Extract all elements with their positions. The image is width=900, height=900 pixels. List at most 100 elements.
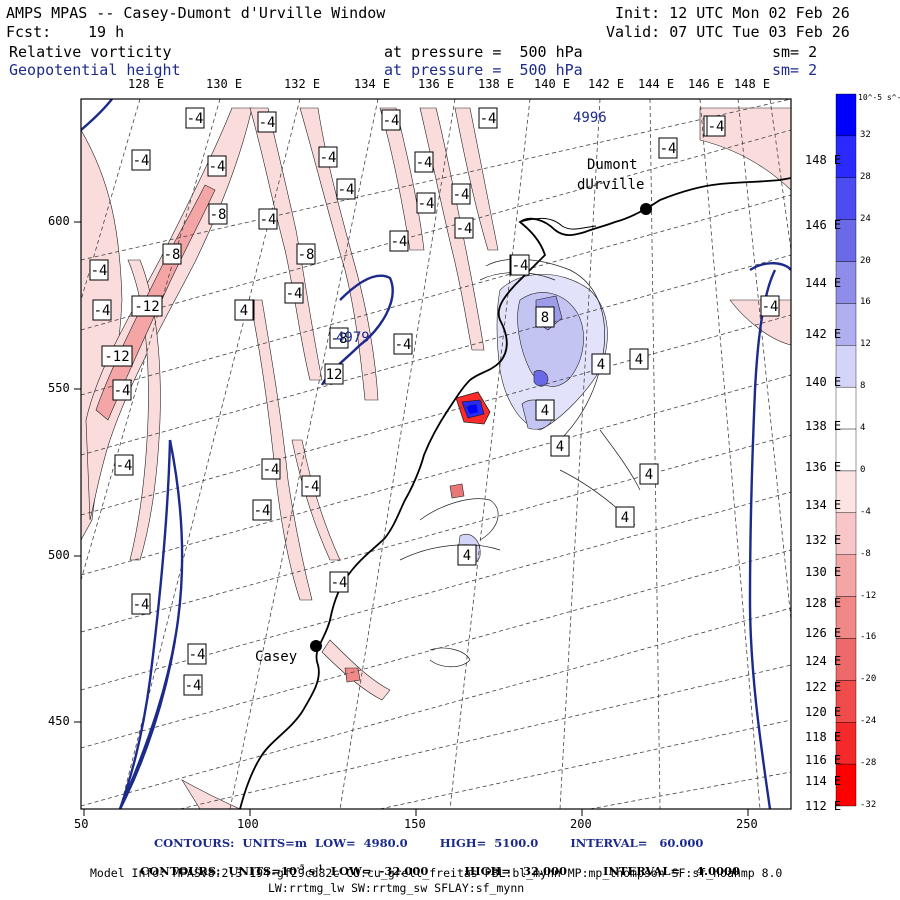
- vorticity-contour-label: -4: [301, 475, 321, 497]
- svg-text:-4: -4: [338, 182, 355, 198]
- forecast-label: Fcst:: [6, 23, 52, 41]
- vorticity-contour-label: -4: [454, 217, 474, 239]
- vorticity-contour-label: 4: [639, 463, 659, 485]
- svg-text:4: 4: [240, 303, 248, 319]
- lon-label: 148 E: [734, 77, 771, 91]
- vorticity-contour-label: -8: [208, 203, 228, 225]
- colorbar-swatch: [835, 763, 857, 807]
- vorticity-contour-label: 12: [324, 363, 344, 385]
- svg-text:-4: -4: [453, 187, 470, 203]
- vorticity-contour-label: -4: [183, 674, 203, 696]
- vorticity-units-seconds: s: [304, 863, 316, 878]
- right-lon-label: 120 E: [805, 705, 842, 719]
- lon-label: 138 E: [478, 77, 515, 91]
- svg-text:4: 4: [556, 439, 564, 455]
- svg-text:-4: -4: [708, 119, 725, 135]
- vorticity-units-exponent: -5: [296, 862, 305, 872]
- vorticity-contour-label: -4: [257, 111, 277, 133]
- x-tick-label: 50: [74, 817, 89, 831]
- right-lon-label: 148 E: [805, 153, 842, 167]
- colorbar-swatch: [835, 93, 857, 137]
- vorticity-contour-label: -4: [252, 499, 272, 521]
- colorbar-label: -12: [860, 590, 877, 601]
- station-dumont-durville: [640, 203, 652, 215]
- vorticity-contour-label: -4: [416, 192, 436, 214]
- y-tick-label: 450: [48, 714, 70, 728]
- lon-label: 136 E: [418, 77, 455, 91]
- svg-text:-4: -4: [91, 263, 108, 279]
- vorticity-contour-label: -8: [162, 243, 182, 265]
- geopotential-contours: [81, 99, 791, 809]
- colorbar-label: 4: [860, 423, 866, 434]
- x-tick-label: 250: [736, 817, 758, 831]
- y-tick-label: 550: [48, 381, 70, 395]
- svg-text:-4: -4: [395, 337, 412, 353]
- colorbar-label: 16: [860, 297, 871, 308]
- vorticity-contour-label: -8: [296, 243, 316, 265]
- height-label: 4979: [336, 330, 370, 346]
- forecast-hour: 19 h: [88, 23, 125, 41]
- colorbar-label: 32: [860, 129, 871, 140]
- vorticity-units-inverse: -1: [315, 862, 323, 872]
- svg-text:-4: -4: [480, 111, 497, 127]
- lon-label: 144 E: [638, 77, 675, 91]
- colorbar-label: -24: [860, 716, 877, 727]
- vorticity-contour-label: -4: [207, 155, 227, 177]
- vorticity-contour-label: -4: [329, 571, 349, 593]
- station-label-durville: dUrville: [577, 177, 645, 193]
- vorticity-contour-label: -4: [336, 178, 356, 200]
- svg-text:-4: -4: [762, 299, 779, 315]
- vorticity-contour-label: -4: [187, 643, 207, 665]
- vorticity-contour-label: -4: [131, 593, 151, 615]
- svg-text:4: 4: [635, 352, 643, 368]
- svg-text:-4: -4: [303, 479, 320, 495]
- colorbar-label: -28: [860, 758, 877, 769]
- vorticity-dipole: [455, 391, 491, 425]
- vorticity-contour-label: -4: [451, 183, 471, 205]
- vorticity-range: LOW= -32.000 HIGH= 32.000 INTERVAL= 4.00…: [322, 863, 741, 878]
- field1-level: at pressure = 500 hPa: [384, 43, 583, 61]
- y-axis-ticks: [74, 221, 81, 723]
- y-tick-label: 600: [48, 214, 70, 228]
- svg-text:-4: -4: [259, 115, 276, 131]
- colorbar-label: 28: [860, 171, 871, 182]
- vorticity-contour-label: -4: [706, 115, 726, 137]
- svg-text:-4: -4: [320, 150, 337, 166]
- vorticity-contours-info: CONTOURS: UNITS=10-5 s-1 LOW= -32.000 HI…: [132, 852, 740, 877]
- vorticity-contour-label: -4: [658, 137, 678, 159]
- svg-text:-12: -12: [134, 299, 159, 315]
- map-plot-area: -4 -4-4 -4-4-4 -4-4-4-4-4-4-4-4-4-4-4-4 -4-4…: [81, 99, 791, 809]
- station-label-dumont: Dumont: [587, 157, 638, 173]
- svg-text:-4: -4: [418, 196, 435, 212]
- colorbar-label: -8: [860, 548, 871, 559]
- right-lon-label: 146 E: [805, 218, 842, 232]
- right-lon-label: 134 E: [805, 498, 842, 512]
- vorticity-contour-label: 4: [457, 544, 477, 566]
- vorticity-contour-label: -4: [258, 208, 278, 230]
- vorticity-contour-label: -8: [329, 327, 349, 349]
- y-tick-label: 500: [48, 548, 70, 562]
- svg-text:-4: -4: [331, 575, 348, 591]
- colorbar-label: -20: [860, 674, 877, 685]
- svg-text:-8: -8: [298, 247, 315, 263]
- svg-text:-4: -4: [114, 383, 131, 399]
- right-lon-label: 118 E: [805, 730, 842, 744]
- vorticity-contour-label: -4: [510, 254, 530, 276]
- x-tick-label: 100: [237, 817, 259, 831]
- vorticity-contour-label: -4: [414, 151, 434, 173]
- vorticity-contour-label: -4: [284, 282, 304, 304]
- svg-text:-4: -4: [94, 303, 111, 319]
- svg-text:-8: -8: [210, 207, 227, 223]
- init-time: Init: 12 UTC Mon 02 Feb 26: [615, 4, 850, 22]
- field2-smoothing: sm= 2: [772, 61, 818, 79]
- vorticity-contour-label: -4: [381, 109, 401, 131]
- right-lon-label: 126 E: [805, 626, 842, 640]
- colorbar-label: 8: [860, 381, 866, 392]
- map-frame: [80, 98, 792, 810]
- right-lon-label: 124 E: [805, 654, 842, 668]
- right-lon-label: 138 E: [805, 419, 842, 433]
- x-tick-label: 150: [404, 817, 426, 831]
- svg-text:4: 4: [597, 357, 605, 373]
- vorticity-contour-label: -4: [760, 295, 780, 317]
- svg-text:12: 12: [326, 367, 343, 383]
